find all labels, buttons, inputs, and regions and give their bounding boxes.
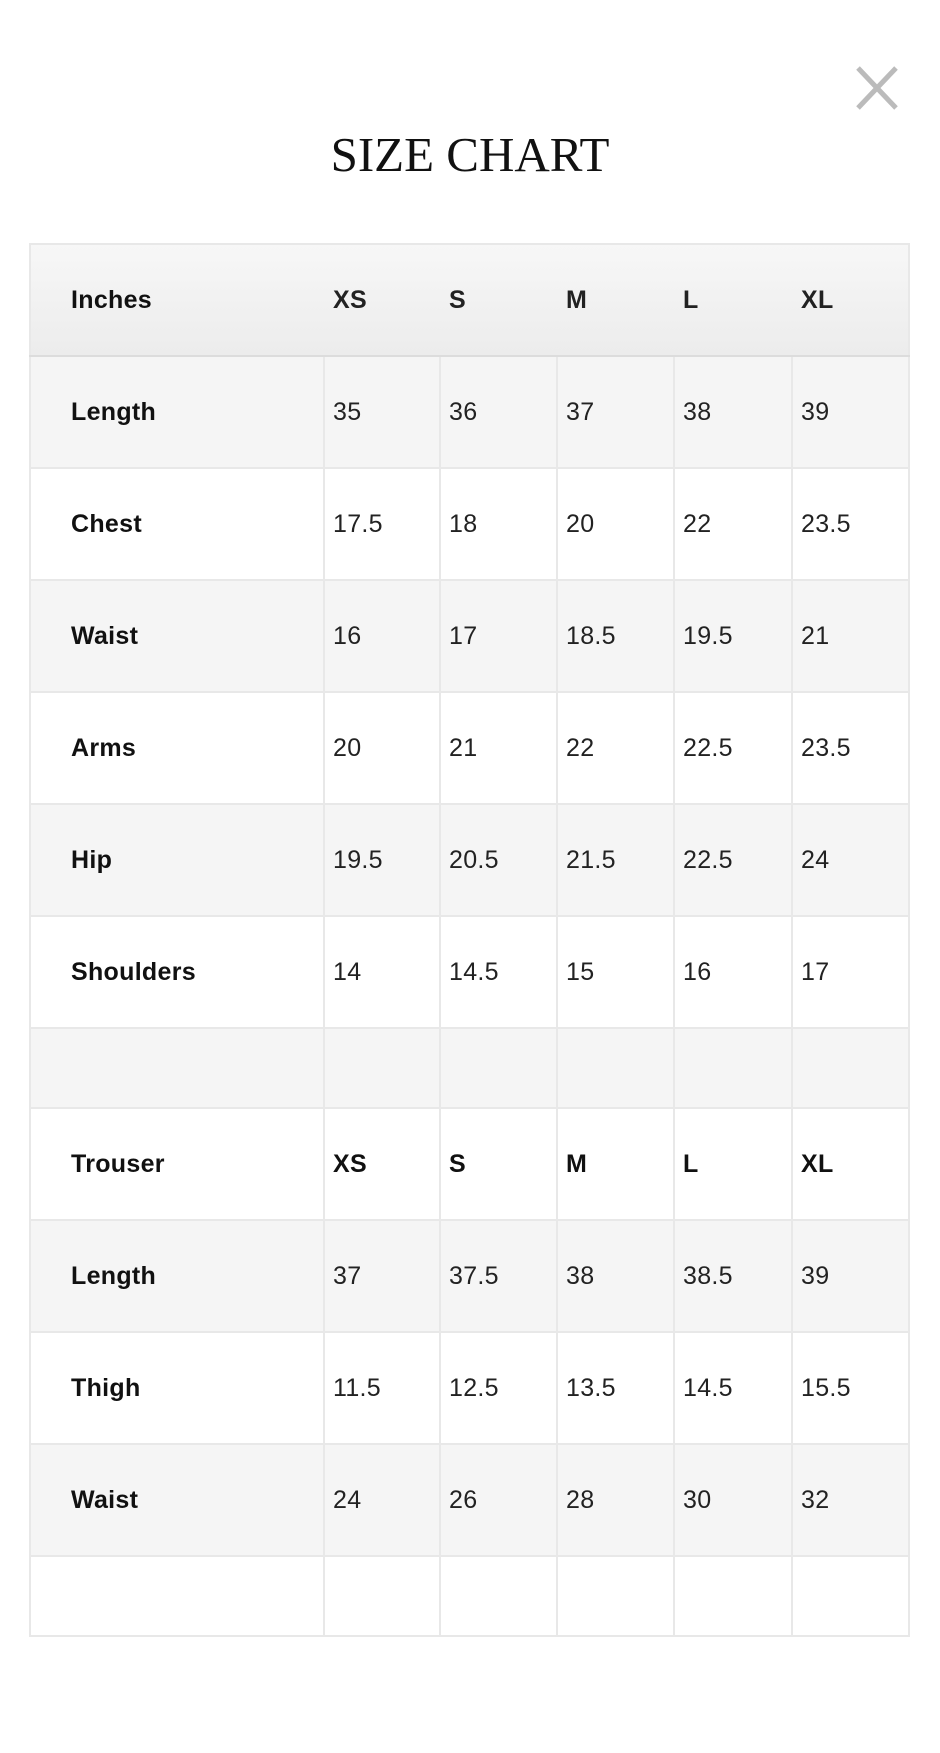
size-cell: 19.5 <box>323 803 441 917</box>
table-row: Waist 24 26 28 30 32 <box>29 1443 910 1557</box>
empty-cell <box>556 1555 675 1637</box>
row-label: Arms <box>29 691 325 805</box>
table-row: Waist 16 17 18.5 19.5 21 <box>29 579 910 693</box>
spacer-row <box>29 1027 910 1109</box>
size-cell: 14.5 <box>673 1331 793 1445</box>
size-cell: 21 <box>791 579 910 693</box>
size-cell: 14 <box>323 915 441 1029</box>
row-label: Waist <box>29 1443 325 1557</box>
size-cell: XL <box>791 1107 910 1221</box>
size-cell: 38 <box>556 1219 675 1333</box>
row-label: Inches <box>29 243 324 357</box>
table-row: Length 37 37.5 38 38.5 39 <box>29 1219 910 1333</box>
size-cell: 39 <box>791 355 910 469</box>
size-cell: 15 <box>556 915 675 1029</box>
trouser-header-row: Trouser XS S M L XL <box>29 1107 910 1221</box>
size-cell: 23.5 <box>791 467 910 581</box>
size-cell: 37.5 <box>439 1219 558 1333</box>
page-title: SIZE CHART <box>330 127 610 182</box>
size-cell: 17 <box>791 915 910 1029</box>
empty-cell <box>29 1027 325 1109</box>
size-cell: 37 <box>323 1219 441 1333</box>
size-cell: 28 <box>556 1443 675 1557</box>
size-cell: 24 <box>323 1443 441 1557</box>
size-cell: 30 <box>673 1443 793 1557</box>
size-cell: 19.5 <box>673 579 793 693</box>
row-label: Length <box>29 355 325 469</box>
size-cell: 16 <box>673 915 793 1029</box>
size-cell: 39 <box>791 1219 910 1333</box>
size-cell: 20 <box>556 467 675 581</box>
row-label: Shoulders <box>29 915 325 1029</box>
empty-cell <box>791 1555 910 1637</box>
size-cell: L <box>674 243 792 357</box>
size-cell: 37 <box>556 355 675 469</box>
size-cell: 17 <box>439 579 558 693</box>
size-cell: 15.5 <box>791 1331 910 1445</box>
table-row: Shoulders 14 14.5 15 16 17 <box>29 915 910 1029</box>
size-cell: 17.5 <box>323 467 441 581</box>
empty-cell <box>439 1027 558 1109</box>
size-cell: 18.5 <box>556 579 675 693</box>
empty-cell <box>673 1555 793 1637</box>
size-cell: 13.5 <box>556 1331 675 1445</box>
size-cell: 22.5 <box>673 691 793 805</box>
size-cell: M <box>556 1107 675 1221</box>
size-cell: M <box>557 243 674 357</box>
empty-cell <box>323 1027 441 1109</box>
table-row: Length 35 36 37 38 39 <box>29 355 910 469</box>
size-cell: 36 <box>439 355 558 469</box>
size-cell: 21.5 <box>556 803 675 917</box>
size-cell: 38.5 <box>673 1219 793 1333</box>
empty-cell <box>29 1555 325 1637</box>
size-cell: 26 <box>439 1443 558 1557</box>
row-label: Hip <box>29 803 325 917</box>
size-cell: XS <box>323 1107 441 1221</box>
size-cell: 22 <box>556 691 675 805</box>
size-chart-table: Inches XS S M L XL Length 35 36 37 38 39 Chest 17.5 18… <box>29 243 910 1637</box>
size-cell: 38 <box>673 355 793 469</box>
size-cell: 23.5 <box>791 691 910 805</box>
size-cell: XS <box>324 243 440 357</box>
row-label: Length <box>29 1219 325 1333</box>
table-header-row: Inches XS S M L XL <box>29 243 910 357</box>
row-label: Thigh <box>29 1331 325 1445</box>
empty-cell <box>556 1027 675 1109</box>
size-cell: S <box>439 1107 558 1221</box>
size-cell: 20.5 <box>439 803 558 917</box>
size-cell: 14.5 <box>439 915 558 1029</box>
size-cell: S <box>440 243 557 357</box>
table-row: Hip 19.5 20.5 21.5 22.5 24 <box>29 803 910 917</box>
size-cell: 20 <box>323 691 441 805</box>
size-cell: 11.5 <box>323 1331 441 1445</box>
row-label: Waist <box>29 579 325 693</box>
size-cell: 18 <box>439 467 558 581</box>
close-button[interactable] <box>852 64 902 114</box>
row-label: Trouser <box>29 1107 325 1221</box>
size-cell: XL <box>792 243 910 357</box>
size-cell: 24 <box>791 803 910 917</box>
close-icon <box>856 66 898 110</box>
table-row: Chest 17.5 18 20 22 23.5 <box>29 467 910 581</box>
empty-cell <box>323 1555 441 1637</box>
size-cell: 22 <box>673 467 793 581</box>
size-cell: 12.5 <box>439 1331 558 1445</box>
table-row: Arms 20 21 22 22.5 23.5 <box>29 691 910 805</box>
size-cell: L <box>673 1107 793 1221</box>
spacer-row <box>29 1555 910 1637</box>
empty-cell <box>791 1027 910 1109</box>
size-cell: 21 <box>439 691 558 805</box>
size-cell: 22.5 <box>673 803 793 917</box>
size-cell: 16 <box>323 579 441 693</box>
size-cell: 32 <box>791 1443 910 1557</box>
empty-cell <box>673 1027 793 1109</box>
empty-cell <box>439 1555 558 1637</box>
table-row: Thigh 11.5 12.5 13.5 14.5 15.5 <box>29 1331 910 1445</box>
row-label: Chest <box>29 467 325 581</box>
size-cell: 35 <box>323 355 441 469</box>
